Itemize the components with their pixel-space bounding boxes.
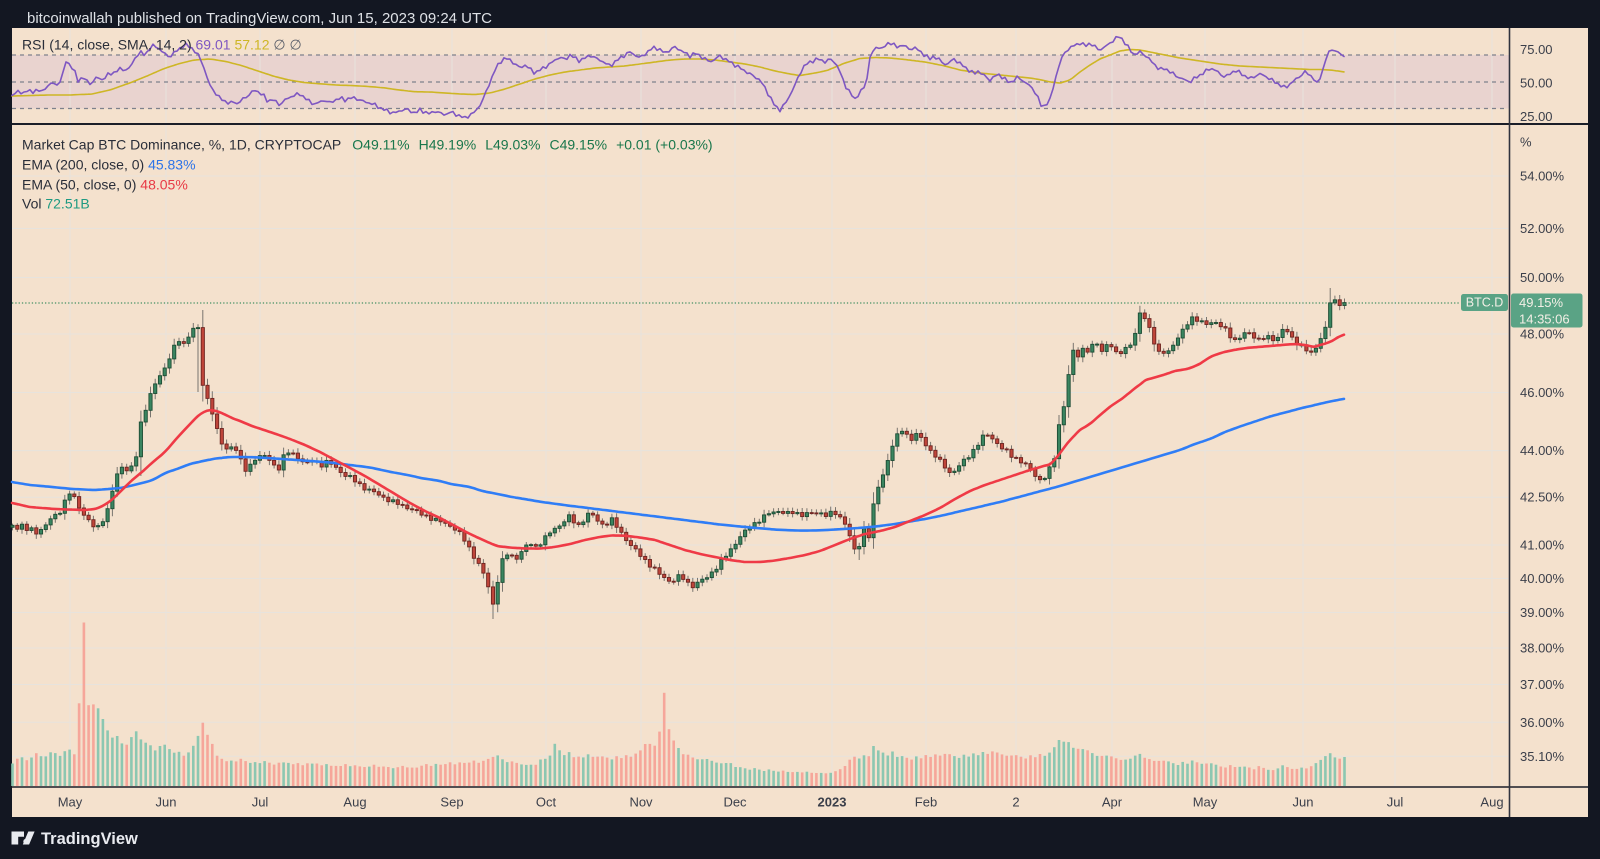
svg-text:Jun: Jun: [156, 795, 177, 810]
svg-text:EMA (200, close, 0) 45.83%: EMA (200, close, 0) 45.83%: [22, 157, 196, 173]
svg-text:BTC.D: BTC.D: [1466, 296, 1504, 310]
svg-text:48.00%: 48.00%: [1520, 327, 1565, 342]
svg-text:Jun: Jun: [1293, 795, 1314, 810]
svg-text:Aug: Aug: [343, 795, 366, 810]
svg-text:RSI (14, close, SMA, 14, 2) 69: RSI (14, close, SMA, 14, 2) 69.01 57.12 …: [22, 37, 302, 53]
svg-text:50.00%: 50.00%: [1520, 270, 1565, 285]
svg-text:Jul: Jul: [252, 795, 269, 810]
svg-text:Market Cap BTC Dominance, %, 1: Market Cap BTC Dominance, %, 1D, CRYPTOC…: [22, 137, 713, 153]
svg-text:35.10%: 35.10%: [1520, 749, 1565, 764]
svg-text:2: 2: [1012, 795, 1019, 810]
svg-text:75.00: 75.00: [1520, 42, 1553, 57]
svg-text:40.00%: 40.00%: [1520, 571, 1565, 586]
svg-text:Vol 72.51B: Vol 72.51B: [22, 196, 90, 212]
svg-text:54.00%: 54.00%: [1520, 169, 1565, 184]
svg-text:Oct: Oct: [536, 795, 557, 810]
svg-text:Nov: Nov: [629, 795, 653, 810]
svg-text:EMA (50, close, 0) 48.05%: EMA (50, close, 0) 48.05%: [22, 177, 188, 193]
svg-text:38.00%: 38.00%: [1520, 641, 1565, 656]
svg-text:May: May: [1193, 795, 1218, 810]
svg-text:bitcoinwallah published on Tra: bitcoinwallah published on TradingView.c…: [27, 10, 492, 27]
svg-text:25.00: 25.00: [1520, 109, 1553, 124]
svg-text:Dec: Dec: [723, 795, 747, 810]
svg-text:%: %: [1520, 135, 1532, 150]
svg-text:TradingView: TradingView: [41, 830, 138, 848]
svg-text:41.00%: 41.00%: [1520, 538, 1565, 553]
svg-text:46.00%: 46.00%: [1520, 385, 1565, 400]
svg-text:May: May: [58, 795, 83, 810]
svg-text:37.00%: 37.00%: [1520, 677, 1565, 692]
svg-text:2023: 2023: [818, 795, 847, 810]
svg-text:Jul: Jul: [1387, 795, 1404, 810]
svg-text:Aug: Aug: [1480, 795, 1503, 810]
svg-text:49.15%: 49.15%: [1519, 295, 1564, 310]
svg-text:52.00%: 52.00%: [1520, 221, 1565, 236]
svg-text:36.00%: 36.00%: [1520, 715, 1565, 730]
svg-text:42.50%: 42.50%: [1520, 490, 1565, 505]
svg-text:50.00: 50.00: [1520, 76, 1553, 91]
svg-text:39.00%: 39.00%: [1520, 605, 1565, 620]
svg-text:Apr: Apr: [1102, 795, 1123, 810]
svg-text:Sep: Sep: [440, 795, 463, 810]
svg-text:44.00%: 44.00%: [1520, 443, 1565, 458]
svg-text:Feb: Feb: [915, 795, 937, 810]
svg-text:14:35:06: 14:35:06: [1519, 312, 1570, 327]
